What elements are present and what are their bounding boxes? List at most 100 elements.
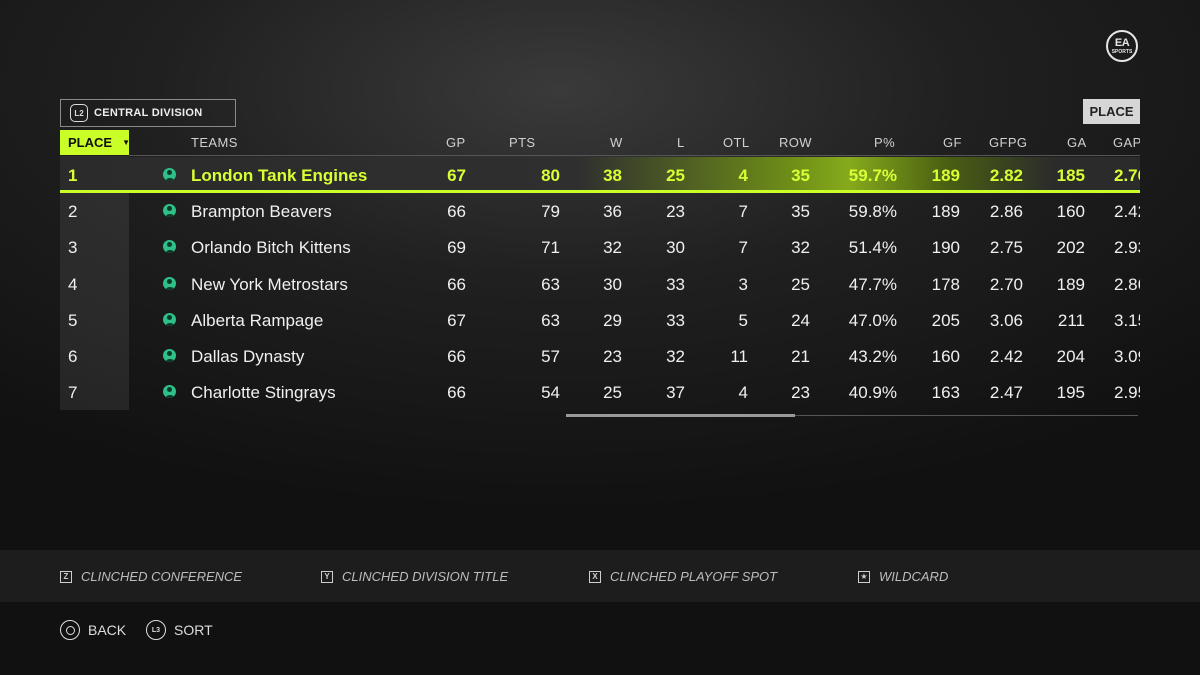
cell-row: 21 [791, 347, 810, 366]
cell-gfpg: 2.82 [989, 166, 1023, 185]
cell-otl: 4 [738, 383, 748, 403]
header-ga[interactable]: GA [1067, 135, 1087, 150]
cell-pts: 54 [541, 383, 560, 403]
cell-team: Orlando Bitch Kittens [191, 238, 351, 258]
horizontal-scroll-thumb[interactable] [566, 414, 795, 417]
cell-ga: 211 [1057, 310, 1085, 330]
standings-table: PLACE ▼ TEAMS GP PTS W L OTL ROW P% GF G… [60, 130, 1140, 414]
header-gp[interactable]: GP [446, 135, 466, 150]
cell-gapg: 2.93 [1114, 238, 1140, 258]
cell-pct: 59.7% [848, 166, 897, 185]
x-badge-icon: X [589, 570, 601, 583]
cell-gp: 67 [447, 310, 466, 330]
cell-gfpg: 2.47 [989, 383, 1023, 403]
team-status-icon [163, 168, 176, 181]
cell-pct: 47.0% [848, 310, 897, 330]
cell-pct: 51.4% [848, 238, 897, 258]
cell-otl: 3 [738, 274, 748, 294]
table-row[interactable]: 2 Brampton Beavers 66 79 36 23 7 35 59.8% 189 2.86… [60, 193, 1140, 229]
star-icon: ★ [858, 570, 870, 583]
cell-team: Charlotte Stingrays [191, 383, 336, 403]
cell-pct: 40.9% [848, 383, 897, 403]
header-gf[interactable]: GF [943, 135, 962, 150]
cell-gapg: 2.42 [1114, 202, 1140, 222]
cell-ga: 185 [1056, 166, 1085, 185]
header-gapg[interactable]: GAPG [1113, 135, 1140, 150]
y-badge-icon: Y [321, 570, 333, 583]
cell-pts: 63 [541, 274, 560, 294]
cell-place: 3 [68, 238, 78, 258]
cell-gf: 190 [931, 238, 960, 258]
legend-clinched-division: Y CLINCHED DIVISION TITLE [321, 569, 508, 584]
cell-pts: 80 [541, 166, 560, 185]
cell-row: 25 [791, 274, 810, 294]
back-button[interactable]: BACK [60, 620, 126, 640]
cell-gapg: 2.86 [1114, 274, 1140, 294]
header-gfpg[interactable]: GFPG [989, 135, 1028, 150]
cell-otl: 5 [738, 310, 748, 330]
cell-gp: 69 [447, 238, 466, 258]
place-column-header[interactable]: PLACE ▼ [60, 130, 130, 155]
cell-team: New York Metrostars [191, 274, 348, 294]
cell-gfpg: 2.75 [989, 238, 1023, 258]
team-status-icon [163, 312, 176, 326]
cell-gapg: 3.09 [1114, 347, 1140, 366]
table-row[interactable]: 4 New York Metrostars 66 63 30 33 3 25 47.7% 178 2… [60, 266, 1140, 302]
cell-pts: 57 [541, 347, 560, 366]
cell-l: 25 [666, 166, 685, 185]
cell-gf: 160 [931, 347, 960, 366]
cell-row: 23 [791, 383, 810, 403]
header-divider [129, 155, 1140, 156]
cell-w: 30 [603, 274, 622, 294]
team-status-icon [163, 276, 176, 290]
header-otl[interactable]: OTL [723, 135, 750, 150]
header-w[interactable]: W [610, 135, 623, 150]
cell-gfpg: 3.06 [989, 310, 1023, 330]
header-teams[interactable]: TEAMS [191, 135, 238, 150]
cell-otl: 4 [738, 166, 748, 185]
cell-team: Dallas Dynasty [191, 347, 305, 366]
cell-gapg: 3.15 [1114, 310, 1140, 330]
cell-w: 38 [603, 166, 622, 185]
caret-down-icon: ▼ [122, 138, 130, 147]
cell-place: 4 [68, 274, 78, 294]
sort-place-button[interactable]: PLACE [1083, 99, 1140, 124]
cell-gfpg: 2.86 [989, 202, 1023, 222]
cell-pct: 59.8% [848, 202, 897, 222]
header-l[interactable]: L [677, 135, 685, 150]
cell-team: Alberta Rampage [191, 310, 324, 330]
cell-w: 32 [603, 238, 622, 258]
team-status-icon [163, 240, 176, 254]
cell-w: 23 [603, 347, 622, 366]
cell-ga: 160 [1056, 202, 1085, 222]
header-row[interactable]: ROW [779, 135, 812, 150]
cell-place: 6 [68, 347, 78, 366]
cell-gfpg: 2.42 [989, 347, 1023, 366]
division-selector[interactable]: L2 CENTRAL DIVISION [60, 99, 236, 127]
table-row[interactable]: 7 Charlotte Stingrays 66 54 25 37 4 23 40.9% 163 2… [60, 374, 1140, 410]
cell-gp: 67 [447, 166, 466, 185]
cell-ga: 189 [1056, 274, 1085, 294]
cell-l: 33 [666, 274, 685, 294]
cell-pct: 47.7% [848, 274, 897, 294]
cell-pct: 43.2% [848, 347, 897, 366]
team-status-icon [163, 385, 176, 399]
cell-row: 35 [791, 166, 810, 185]
sort-button[interactable]: L3 SORT [146, 620, 213, 640]
cell-gapg: 2.76 [1114, 166, 1140, 185]
horizontal-scroll-track[interactable] [566, 415, 1138, 416]
cell-l: 37 [666, 383, 685, 403]
table-row[interactable]: 3 Orlando Bitch Kittens 69 71 32 30 7 32 51.4% 19… [60, 229, 1140, 265]
cell-w: 25 [603, 383, 622, 403]
cell-gf: 205 [931, 310, 960, 330]
table-row[interactable]: 6 Dallas Dynasty 66 57 23 32 11 21 43.2% 160 2.42 2… [60, 338, 1140, 374]
cell-row: 35 [791, 202, 810, 222]
circle-button-icon [60, 620, 80, 640]
place-column-background [60, 156, 129, 410]
table-row-selected[interactable]: 1 London Tank Engines 67 80 38 25 4 35 59.7% 189 2… [60, 157, 1140, 193]
table-row[interactable]: 5 Alberta Rampage 67 63 29 33 5 24 47.0% 205 3.06 2… [60, 302, 1140, 338]
header-pct[interactable]: P% [874, 135, 896, 150]
header-pts[interactable]: PTS [509, 135, 536, 150]
cell-otl: 7 [738, 202, 748, 222]
cell-otl: 7 [738, 238, 748, 258]
